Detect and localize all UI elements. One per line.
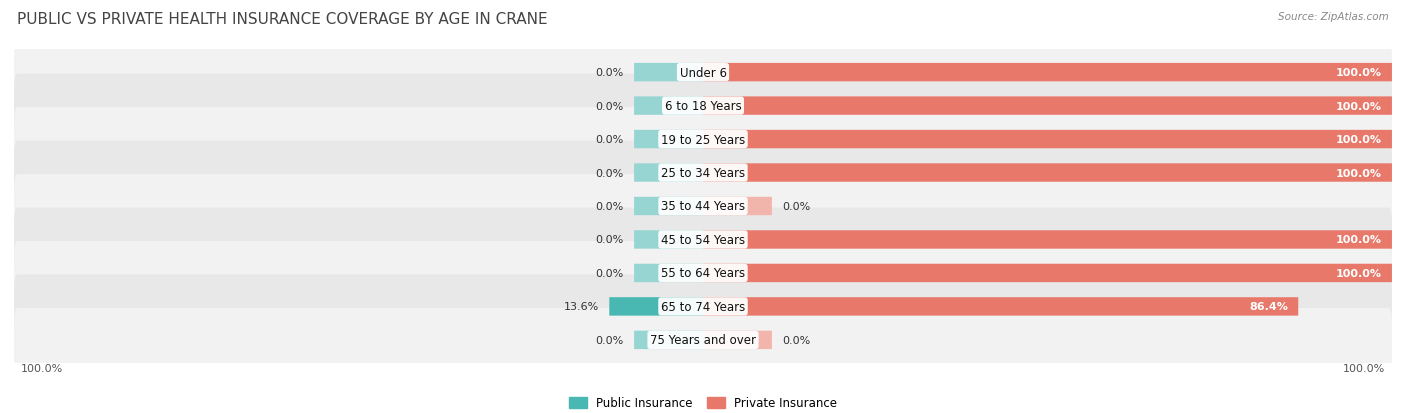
Text: 65 to 74 Years: 65 to 74 Years	[661, 300, 745, 313]
Text: 25 to 34 Years: 25 to 34 Years	[661, 166, 745, 180]
Text: 100.0%: 100.0%	[1336, 101, 1382, 112]
FancyBboxPatch shape	[703, 297, 1298, 316]
Text: 100.0%: 100.0%	[1343, 363, 1385, 373]
Text: 100.0%: 100.0%	[1336, 68, 1382, 78]
Text: 0.0%: 0.0%	[596, 235, 624, 245]
Text: 100.0%: 100.0%	[1336, 268, 1382, 278]
FancyBboxPatch shape	[14, 275, 1392, 339]
Text: 86.4%: 86.4%	[1249, 301, 1288, 312]
FancyBboxPatch shape	[609, 297, 703, 316]
FancyBboxPatch shape	[14, 308, 1392, 372]
FancyBboxPatch shape	[703, 64, 1392, 82]
Text: 0.0%: 0.0%	[596, 268, 624, 278]
Text: 13.6%: 13.6%	[564, 301, 599, 312]
Text: 0.0%: 0.0%	[596, 168, 624, 178]
FancyBboxPatch shape	[703, 164, 1392, 182]
Text: 0.0%: 0.0%	[782, 335, 810, 345]
Text: 100.0%: 100.0%	[1336, 235, 1382, 245]
FancyBboxPatch shape	[14, 41, 1392, 105]
FancyBboxPatch shape	[703, 331, 772, 349]
Text: Under 6: Under 6	[679, 66, 727, 79]
Text: 75 Years and over: 75 Years and over	[650, 334, 756, 347]
Legend: Public Insurance, Private Insurance: Public Insurance, Private Insurance	[564, 392, 842, 413]
Text: 55 to 64 Years: 55 to 64 Years	[661, 267, 745, 280]
FancyBboxPatch shape	[703, 264, 1392, 282]
Text: 0.0%: 0.0%	[596, 101, 624, 112]
Text: 0.0%: 0.0%	[596, 68, 624, 78]
FancyBboxPatch shape	[14, 141, 1392, 205]
FancyBboxPatch shape	[703, 231, 1392, 249]
Text: 100.0%: 100.0%	[1336, 168, 1382, 178]
FancyBboxPatch shape	[703, 197, 772, 216]
Text: Source: ZipAtlas.com: Source: ZipAtlas.com	[1278, 12, 1389, 22]
FancyBboxPatch shape	[14, 74, 1392, 138]
FancyBboxPatch shape	[634, 97, 703, 116]
FancyBboxPatch shape	[14, 175, 1392, 238]
Text: 19 to 25 Years: 19 to 25 Years	[661, 133, 745, 146]
FancyBboxPatch shape	[14, 108, 1392, 172]
FancyBboxPatch shape	[634, 331, 703, 349]
Text: PUBLIC VS PRIVATE HEALTH INSURANCE COVERAGE BY AGE IN CRANE: PUBLIC VS PRIVATE HEALTH INSURANCE COVER…	[17, 12, 547, 27]
FancyBboxPatch shape	[634, 197, 703, 216]
Text: 45 to 54 Years: 45 to 54 Years	[661, 233, 745, 247]
FancyBboxPatch shape	[634, 231, 703, 249]
FancyBboxPatch shape	[703, 97, 1392, 116]
FancyBboxPatch shape	[634, 131, 703, 149]
FancyBboxPatch shape	[634, 64, 703, 82]
FancyBboxPatch shape	[634, 164, 703, 182]
FancyBboxPatch shape	[14, 208, 1392, 272]
Text: 100.0%: 100.0%	[21, 363, 63, 373]
Text: 0.0%: 0.0%	[596, 202, 624, 211]
FancyBboxPatch shape	[703, 131, 1392, 149]
Text: 0.0%: 0.0%	[782, 202, 810, 211]
Text: 6 to 18 Years: 6 to 18 Years	[665, 100, 741, 113]
Text: 100.0%: 100.0%	[1336, 135, 1382, 145]
FancyBboxPatch shape	[634, 264, 703, 282]
Text: 0.0%: 0.0%	[596, 335, 624, 345]
Text: 35 to 44 Years: 35 to 44 Years	[661, 200, 745, 213]
Text: 0.0%: 0.0%	[596, 135, 624, 145]
FancyBboxPatch shape	[14, 241, 1392, 305]
